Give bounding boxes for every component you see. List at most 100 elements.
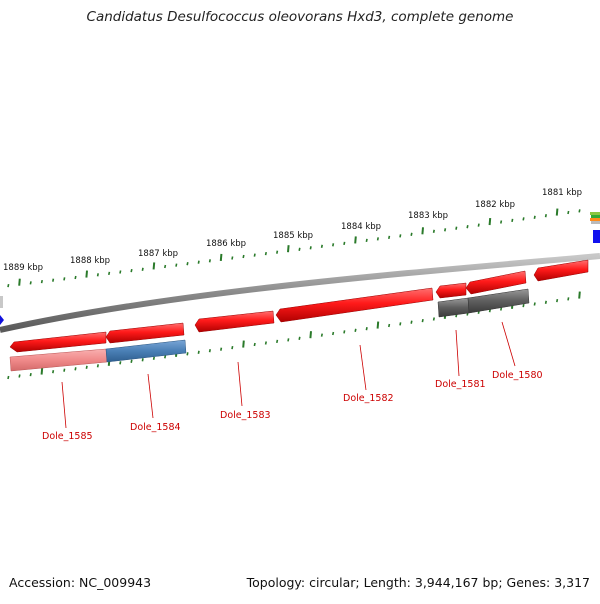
ruler-tick (556, 298, 559, 303)
ruler-tick (298, 336, 301, 340)
gene-dole-1580-top[interactable] (465, 270, 527, 295)
gene-track-features (9, 288, 530, 372)
ruler-label: 1883 kbp (408, 211, 448, 221)
ruler-tick (298, 247, 301, 251)
ruler-label: 1886 kbp (206, 239, 246, 249)
feature-dole-1584[interactable] (105, 339, 187, 363)
gene-track-forward (9, 259, 589, 353)
ruler-tick (410, 320, 413, 324)
ruler-tick (432, 229, 435, 233)
ruler-tick (578, 209, 581, 213)
ruler-tick (197, 260, 200, 264)
gene-label-dole-1582[interactable]: Dole_1582 (343, 393, 394, 404)
ruler-tick (18, 374, 21, 378)
ruler-tick (108, 271, 111, 276)
ruler-tick (40, 367, 44, 375)
ruler-tick (309, 246, 312, 250)
gene-label-dole-1583[interactable]: Dole_1583 (220, 410, 271, 421)
gene-dole-1585-top[interactable] (9, 331, 107, 353)
ruler-tick (365, 327, 368, 331)
ruler-tick (544, 214, 547, 218)
ruler-label: 1884 kbp (341, 222, 381, 232)
genome-title: Candidatus Desulfococcus oleovorans Hxd3… (86, 9, 514, 25)
ruler-tick (455, 226, 458, 230)
ruler-tick (242, 254, 245, 259)
ruler-tick (63, 277, 66, 281)
ruler-tick (253, 253, 256, 257)
ruler-tick (388, 323, 391, 328)
ruler-label: 1889 kbp (3, 263, 43, 273)
ruler-tick (264, 341, 267, 345)
ruler-tick (74, 275, 77, 280)
ruler-tick (320, 333, 323, 337)
gene-label-dole-1585[interactable]: Dole_1585 (42, 431, 93, 442)
ruler-tick (410, 232, 413, 236)
gene-label-dole-1584[interactable]: Dole_1584 (130, 422, 181, 433)
ruler-tick (18, 278, 21, 286)
ruler-tick (152, 262, 156, 270)
ruler-tick (220, 347, 223, 351)
ruler-tick (40, 279, 43, 284)
ruler-tick (208, 349, 211, 353)
feature-dole-1580[interactable] (467, 288, 530, 314)
ruler-tick (567, 210, 570, 215)
topology-summary: Topology: circular; Length: 3,944,167 bp… (246, 575, 590, 590)
ruler-label: 1881 kbp (542, 188, 582, 198)
ruler-tick (343, 241, 346, 246)
ruler-label: 1887 kbp (138, 249, 178, 259)
gene-label-dole-1580[interactable]: Dole_1580 (492, 370, 543, 381)
ruler-tick (354, 236, 357, 244)
ruler-tick (74, 367, 77, 371)
ruler-tick (522, 303, 525, 308)
gene-dole-1581-top[interactable] (435, 282, 467, 299)
ruler-tick (522, 217, 525, 221)
ruler-tick (186, 262, 189, 266)
gene-dole-1583[interactable] (194, 310, 275, 333)
ruler-tick (119, 361, 122, 365)
ruler-tick (578, 291, 581, 299)
gene-partial-right[interactable] (533, 259, 589, 282)
ruler-tick (276, 250, 279, 254)
ruler-tick (186, 352, 189, 356)
ruler-tick (343, 330, 346, 334)
ruler-tick (85, 365, 88, 369)
gene-dole-1584-top[interactable] (105, 322, 185, 344)
gene-label-dole-1581[interactable]: Dole_1581 (435, 379, 486, 390)
ruler-tick (332, 243, 335, 247)
feature-dole-1581[interactable] (437, 297, 470, 318)
ruler-tick (130, 359, 133, 363)
ruler-tick (466, 225, 469, 229)
ruler-tick (421, 227, 424, 235)
gene-dole-1582[interactable] (275, 287, 434, 323)
ruler-label: 1882 kbp (475, 200, 515, 210)
ruler-tick (63, 368, 66, 372)
feature-dole-1585[interactable] (9, 348, 108, 372)
ruler-tick (96, 364, 99, 368)
ruler-tick (432, 317, 435, 321)
ruler-tick (164, 264, 167, 269)
partial-feature (0, 315, 4, 325)
ruler-tick (376, 237, 379, 241)
ruler-tick (7, 375, 10, 380)
ruler-tick (567, 297, 570, 301)
ruler-tick (231, 345, 234, 350)
ruler-tick (141, 358, 144, 362)
ruler-tick (320, 244, 323, 248)
ruler-tick (500, 220, 503, 224)
ruler-tick (152, 356, 155, 360)
ruler-tick (533, 302, 536, 306)
genome-backbone (0, 253, 600, 333)
ruler-tick (130, 268, 133, 273)
ruler-tick (444, 228, 447, 232)
ruler-tick (544, 300, 547, 304)
partial-feature (0, 296, 3, 308)
ruler-tick (29, 281, 32, 285)
ruler-tick (219, 253, 223, 261)
ruler-label: 1885 kbp (273, 231, 313, 241)
ruler-tick (175, 263, 178, 267)
ruler-tick (242, 340, 245, 348)
ruler-tick (399, 234, 402, 238)
ruler-tick (119, 270, 122, 274)
